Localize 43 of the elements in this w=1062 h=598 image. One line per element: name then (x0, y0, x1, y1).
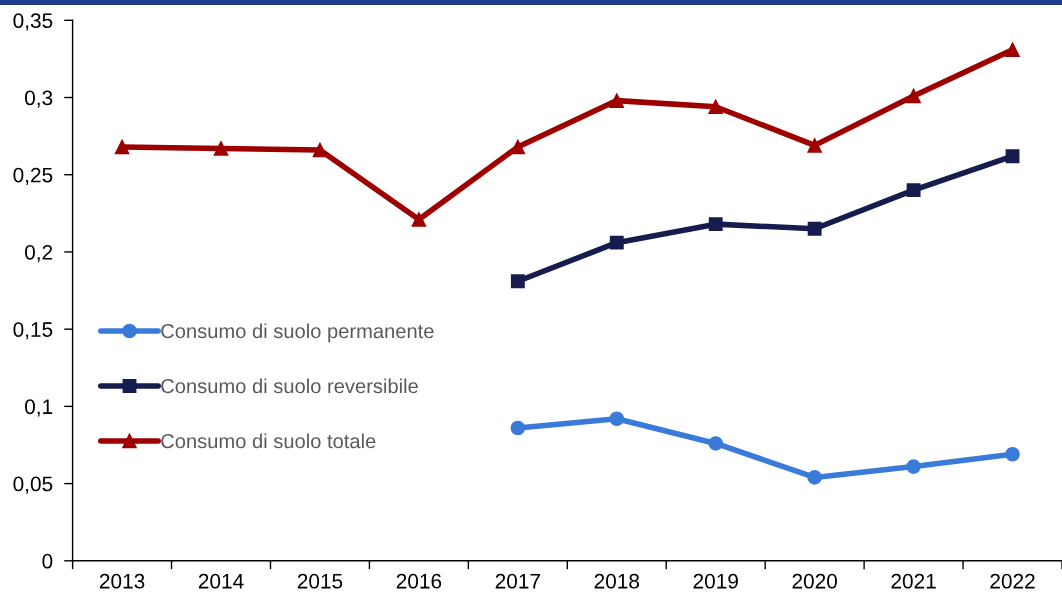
point (906, 459, 921, 474)
y-tick-label: 0,25 (13, 167, 53, 185)
point (906, 88, 921, 104)
y-tick-label: 0 (42, 553, 53, 569)
y-tick-label: 0,2 (25, 244, 53, 263)
x-tick-label: 2019 (693, 573, 738, 589)
point (807, 221, 822, 236)
x-tick-label: 2016 (396, 573, 442, 589)
y-tick-label: 0,1 (25, 399, 53, 417)
point (708, 217, 723, 232)
x-tick-label: 2013 (99, 573, 145, 589)
x-tick-label: 2017 (495, 573, 540, 589)
point (312, 142, 328, 158)
point (510, 420, 526, 436)
x-tick-label: 2021 (891, 573, 936, 589)
point (510, 274, 525, 289)
point (114, 139, 130, 155)
legend-label: Consumo di suolo permanente (161, 323, 434, 343)
x-tick-label: 2014 (198, 573, 244, 589)
point (411, 212, 427, 227)
point (807, 470, 822, 485)
x-tick-label: 2022 (990, 573, 1035, 589)
point (1005, 446, 1020, 462)
y-tick-label: 0,35 (13, 13, 53, 31)
y-tick-label: 0,05 (13, 476, 53, 494)
point (609, 235, 624, 250)
point (609, 93, 625, 108)
point (1005, 42, 1020, 57)
point (708, 99, 724, 115)
point (1005, 149, 1020, 164)
point (213, 141, 229, 156)
point (609, 411, 625, 427)
y-tick-label: 0,3 (25, 90, 53, 108)
x-tick-label: 2015 (297, 573, 343, 589)
point (510, 139, 526, 155)
x-tick-label: 2020 (792, 573, 838, 589)
y-tick-label: 0,15 (13, 322, 53, 340)
point (906, 183, 921, 198)
legend-label: Consumo di suolo reversibile (161, 378, 418, 394)
x-tick-label: 2018 (594, 573, 640, 589)
point (708, 436, 724, 451)
legend-label: Consumo di suolo totale (161, 433, 376, 449)
point (807, 138, 822, 153)
